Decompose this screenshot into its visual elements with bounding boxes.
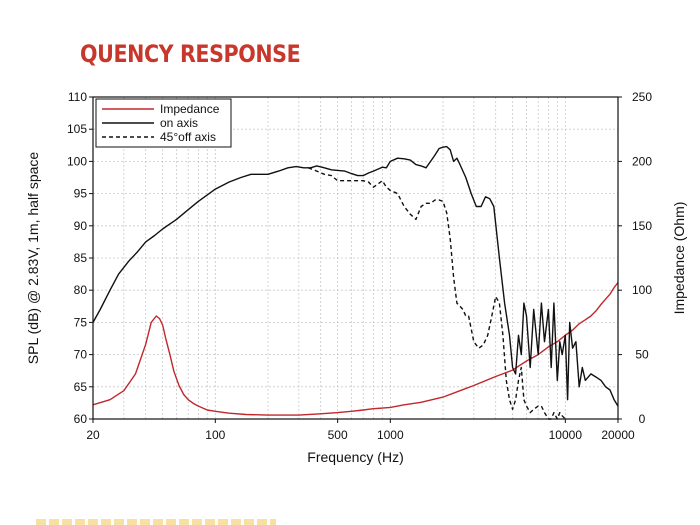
x-axis-title: Frequency (Hz) [307,449,403,465]
y-axis-title-left: SPL (dB) @ 2.83V, 1m, half space [25,152,41,365]
legend-label-impedance: Impedance [160,102,220,116]
y-axis-title-right: Impedance (Ohm) [671,202,687,315]
x-tick-label: 100 [205,428,225,442]
chart-legend: Impedance on axis 45°off axis [95,98,232,148]
chart-ticks: 60 65 70 75 80 85 90 95 100 105 110 0 50 100 150 200 250… [67,90,652,442]
x-tick-label: 500 [328,428,348,442]
legend-label-off-axis: 45°off axis [160,130,216,144]
y-tick-label-left: 100 [67,154,87,168]
y-tick-label-right: 50 [635,348,649,362]
x-tick-label: 20 [86,428,100,442]
x-tick-label: 1000 [377,428,404,442]
y-tick-label-left: 95 [74,187,88,201]
y-tick-label-left: 70 [74,348,88,362]
page-title: QUENCY RESPONSE [80,40,301,68]
y-tick-label-left: 60 [74,412,88,426]
y-tick-label-left: 75 [74,315,88,329]
y-tick-label-right: 100 [632,283,652,297]
y-tick-label-left: 90 [74,219,88,233]
footer-decoration [36,519,276,525]
series-line-impedance [92,282,619,416]
series-line-off-axis [308,167,566,420]
y-tick-label-right: 250 [632,90,652,104]
series-line-on-axis [92,145,619,407]
x-tick-label: 20000 [601,428,635,442]
legend-label-on-axis: on axis [160,116,198,130]
chart-series [92,145,619,420]
y-tick-label-right: 200 [632,154,652,168]
y-tick-label-left: 85 [74,251,88,265]
chart-grid [93,97,618,419]
y-tick-label-left: 105 [67,122,87,136]
y-tick-label-left: 65 [74,380,88,394]
y-tick-label-right: 150 [632,219,652,233]
y-tick-label-left: 110 [68,90,87,104]
x-tick-label: 10000 [549,428,583,442]
y-tick-label-left: 80 [74,283,88,297]
y-tick-label-right: 0 [639,412,646,426]
